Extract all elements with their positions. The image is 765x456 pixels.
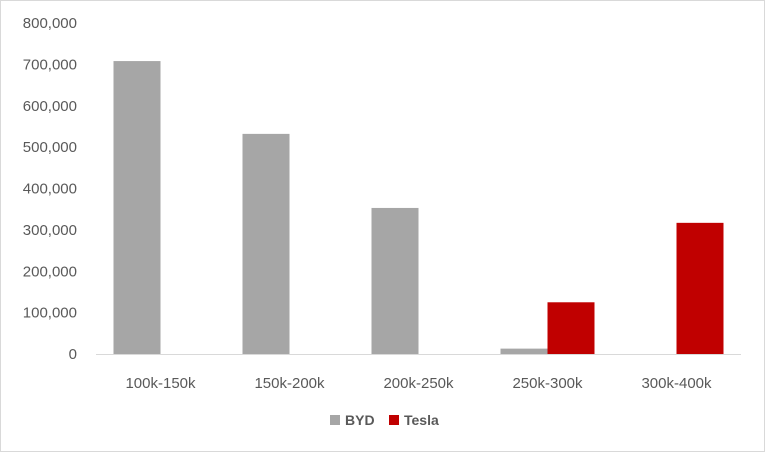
y-tick-label: 500,000: [23, 139, 77, 156]
legend-label-tesla: Tesla: [404, 412, 439, 428]
y-tick-label: 0: [69, 346, 77, 363]
y-axis-ticks: 0 100,000 200,000 300,000 400,000 500,000 600,…: [23, 15, 77, 363]
bar-tesla-300k-400k: [676, 222, 724, 354]
y-tick-label: 600,000: [23, 98, 77, 115]
x-tick-label: 200k-250k: [383, 375, 454, 392]
x-tick-label: 100k-150k: [125, 375, 196, 392]
x-tick-label: 300k-400k: [641, 375, 712, 392]
bar-tesla-250k-300k: [547, 302, 595, 354]
bar-byd-200k-250k: [371, 207, 419, 354]
legend-swatch-byd: [330, 415, 340, 425]
y-tick-label: 800,000: [23, 15, 77, 32]
y-tick-label: 300,000: [23, 222, 77, 239]
legend: BYD Tesla: [330, 412, 439, 428]
x-tick-label: 250k-300k: [512, 375, 583, 392]
y-tick-label: 700,000: [23, 56, 77, 73]
bar-byd-150k-200k: [242, 133, 290, 354]
x-tick-label: 150k-200k: [254, 375, 325, 392]
y-tick-label: 200,000: [23, 263, 77, 280]
bar-byd-250k-300k: [500, 348, 548, 354]
y-tick-label: 400,000: [23, 181, 77, 198]
legend-label-byd: BYD: [345, 412, 375, 428]
y-tick-label: 100,000: [23, 305, 77, 322]
x-axis-ticks: 100k-150k 150k-200k 200k-250k 250k-300k 300k…: [125, 375, 712, 392]
bars: [113, 61, 724, 354]
legend-swatch-tesla: [389, 415, 399, 425]
bar-byd-100k-150k: [113, 61, 161, 354]
